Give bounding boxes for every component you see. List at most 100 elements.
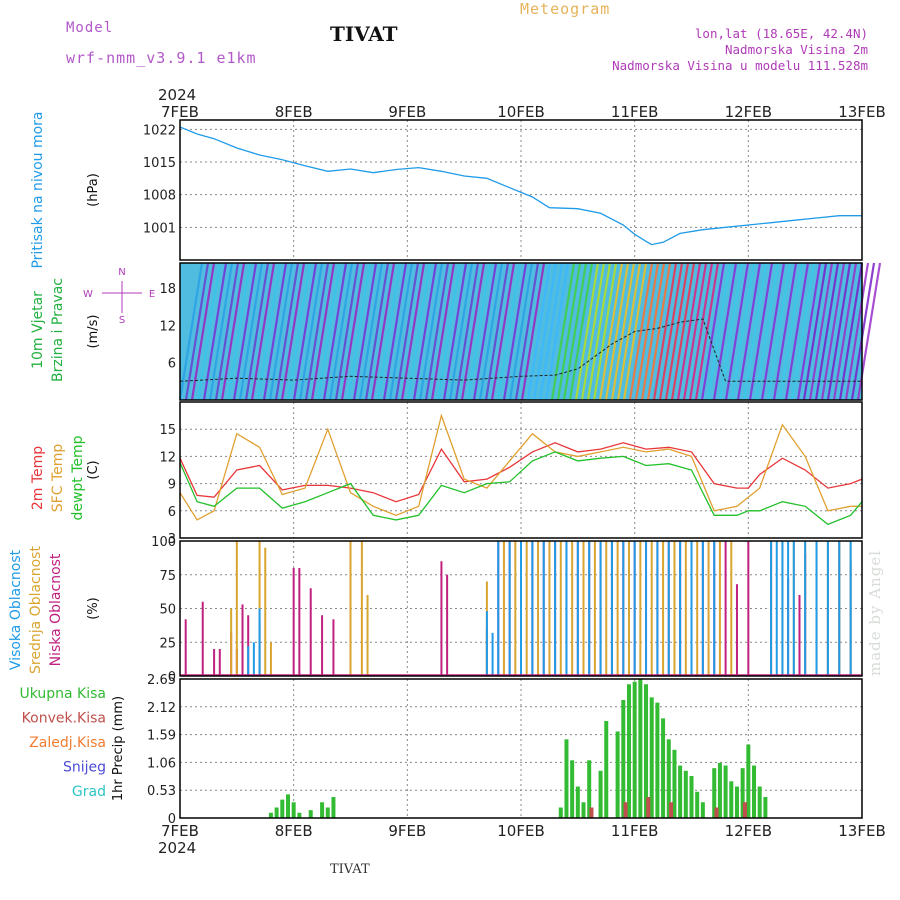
precip-bar (297, 812, 302, 818)
precip-bar (649, 697, 654, 818)
cloud-bar (502, 541, 505, 676)
wind-barb (850, 262, 876, 401)
series-layer (179, 126, 863, 818)
wind-barb (586, 262, 612, 401)
precip-bar (678, 765, 683, 818)
top-time-tick: 9FEB (388, 103, 426, 121)
wind-barb (364, 262, 390, 401)
cloud-bar (701, 541, 704, 676)
cloud-bar (616, 541, 619, 676)
cloud-bar (497, 541, 500, 676)
cloud-bar (610, 541, 613, 676)
cloud-bar (804, 541, 807, 676)
wind-barb (796, 262, 822, 401)
y-tick-label: 12 (159, 319, 176, 334)
precip-bar (320, 802, 325, 818)
precip-bar (564, 739, 569, 818)
precip-bar (308, 810, 313, 818)
precip-bar (729, 781, 734, 818)
cloud-bar (440, 561, 443, 676)
y-tick-label: 1.59 (147, 729, 176, 744)
cloud-bar (713, 541, 716, 676)
wind-barb (214, 262, 240, 401)
wind-barb (766, 262, 792, 401)
wind-barb (460, 262, 486, 401)
precip-legend-item: Ukupna Kisa (19, 686, 106, 702)
cloud-bar (622, 541, 625, 676)
precip-bar (689, 776, 694, 818)
wind-barb (268, 262, 294, 401)
unit-label: (C) (86, 460, 101, 479)
wind-barb (226, 262, 252, 401)
y-tick-label: 25 (159, 636, 176, 651)
y-tick-label: 1.06 (147, 756, 176, 771)
cloud-bar (349, 541, 352, 676)
wind-barb (448, 262, 474, 401)
wind-barb (220, 262, 246, 401)
unit-label: (hPa) (86, 173, 101, 207)
wind-barb (346, 262, 372, 401)
wind-barb (778, 262, 804, 401)
top-time-tick: 7FEB (161, 103, 199, 121)
wind-barb (658, 262, 684, 401)
precip-bar (621, 699, 626, 818)
wind-barb (646, 262, 672, 401)
cloud-bar (724, 541, 727, 676)
cloud-bar (247, 615, 250, 676)
precip-bar (285, 794, 290, 818)
lonlat-label: lon,lat (18.65E, 42.4N) (694, 26, 868, 41)
cloud-bar (593, 541, 596, 676)
wind-barb (592, 262, 618, 401)
wind-barb (676, 262, 702, 401)
cloud-bar (252, 642, 255, 676)
wind-barb (502, 262, 528, 401)
wind-barb (340, 262, 366, 401)
bottom-time-tick: 12FEB (725, 822, 772, 840)
top-time-tick: 8FEB (275, 103, 313, 121)
wind-barb (610, 262, 636, 401)
precip-bar (570, 760, 575, 818)
unit-label: (%) (86, 597, 101, 620)
wind-barb (388, 262, 414, 401)
wind-barb (400, 262, 426, 401)
top-time-tick: 13FEB (838, 103, 885, 121)
cloud-bar (639, 541, 642, 676)
y-tick-label: 9 (168, 478, 176, 493)
wind-barb (202, 262, 228, 401)
wind-barb (694, 262, 720, 401)
wind-barb (688, 262, 714, 401)
precip-bar (655, 702, 660, 818)
cloud-bar (838, 541, 841, 676)
wind-barb (478, 262, 504, 401)
wind-barb (322, 262, 348, 401)
sfc-axis-title: SFC Temp (50, 444, 66, 513)
model-elevation-label: Nadmorska Visina u modelu 111.528m (612, 58, 868, 73)
wind-barb (544, 262, 570, 401)
y-tick-label: 1001 (143, 221, 176, 236)
cloud-bar (605, 541, 608, 676)
wind-barb (418, 262, 444, 401)
precip-bar (723, 765, 728, 818)
wind-barb (670, 262, 696, 401)
wind-barb (490, 262, 516, 401)
wind-barb (556, 262, 582, 401)
wind-barb (664, 262, 690, 401)
precip-bar (742, 802, 747, 818)
cloud-bar (696, 541, 699, 676)
wind-barb (442, 262, 468, 401)
precip-bar (714, 807, 719, 818)
wind-barb (244, 262, 270, 401)
wind-barb (616, 262, 642, 401)
cloud-bar (531, 541, 534, 676)
cloud-bar (781, 541, 784, 676)
wind-barb (550, 262, 576, 401)
wind-barb (640, 262, 666, 401)
precip-bar (581, 802, 586, 818)
cloud-bar (815, 541, 818, 676)
cloud-bar (230, 608, 233, 676)
y-tick-label: 1008 (143, 189, 176, 204)
wind-axis-title: 10m Vjetar (30, 291, 46, 369)
precip-bar (268, 812, 273, 818)
wind-barb (190, 262, 216, 401)
wind-barb (406, 262, 432, 401)
